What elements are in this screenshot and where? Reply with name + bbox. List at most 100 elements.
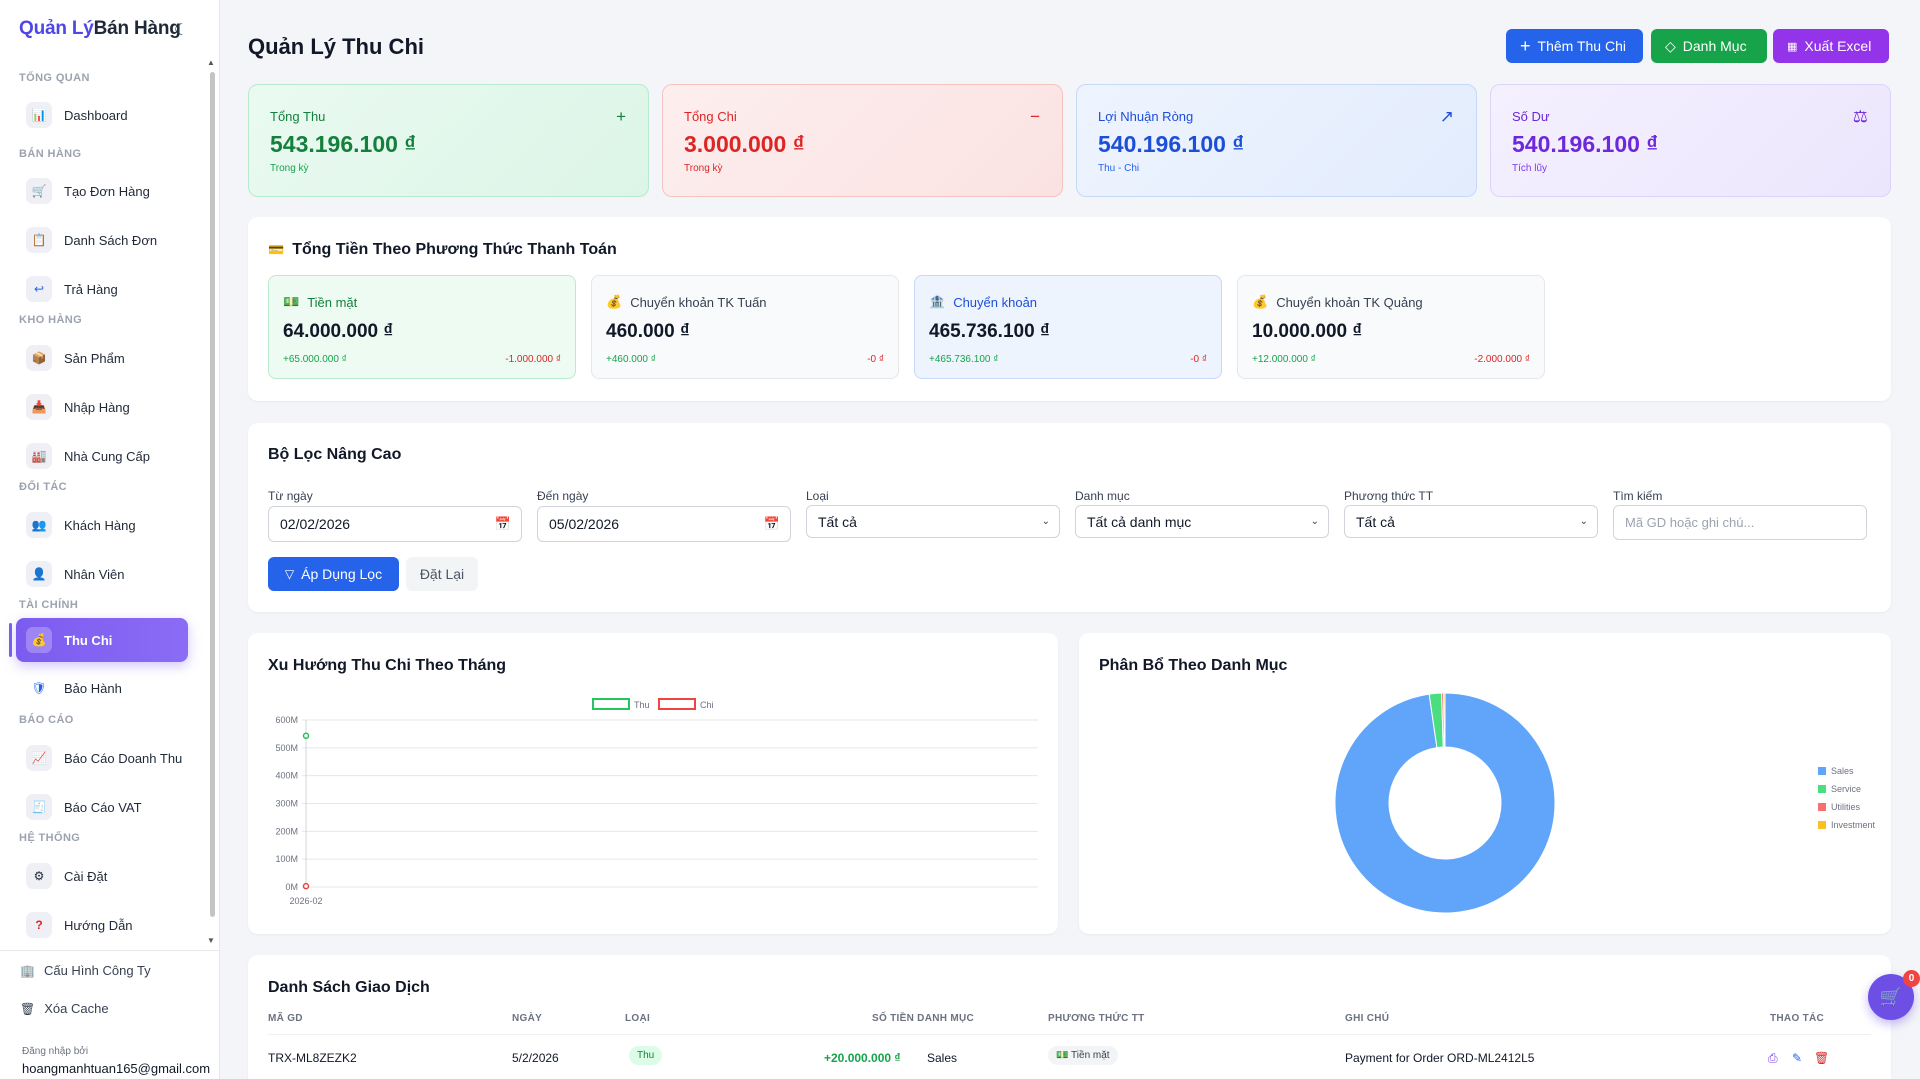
trash-icon: 🗑 [20,1001,36,1016]
legend-swatch [1818,785,1826,793]
y-tick-label: 600M [275,715,298,725]
customers-icon: 👥 [26,512,52,538]
sidebar-item-products[interactable]: 📦 Sản Phẩm [16,337,188,379]
pie-chart-title: Phân Bổ Theo Danh Mục [1099,657,1288,674]
product-icon: 📦 [26,345,52,371]
stat-card-total-income: Tổng Thu 543.196.100 ₫ Trong kỳ + [248,84,649,197]
sidebar-item-employees[interactable]: 👤 Nhân Viên [16,553,188,595]
cart-icon: 🛒 [26,178,52,204]
column-header-amount-category: Số Tiền Danh Mục [872,1013,975,1024]
stat-card-total-expense: Tổng Chi 3.000.000 ₫ Trong kỳ − [662,84,1063,197]
cart-icon: 🛒 [1879,986,1903,1007]
payment-method-card-cash: 💵 Tiền mặt 64.000.000 ₫ +65.000.000 ₫ -1.… [268,275,576,379]
scroll-down-arrow[interactable]: ▼ [207,936,215,945]
main-content: Quản Lý Thu Chi + Thêm Thu Chi ◇ Danh Mục … [220,0,1920,1079]
add-transaction-button[interactable]: + Thêm Thu Chi [1506,29,1643,63]
transactions-card: Danh Sách Giao Dịch Mã GD Ngày Loại Số T… [248,955,1891,1079]
payment-method-out: -0 ₫ [1190,354,1207,365]
line-chart-icon: 📈 [26,745,52,771]
legend-swatch [592,698,630,710]
filter-title: Bộ Lọc Nâng Cao [268,446,402,463]
sidebar-item-thu-chi[interactable]: 💰 Thu Chi [16,618,188,662]
sidebar-item-vat-report[interactable]: 🧾 Báo Cáo VAT [16,786,188,828]
credit-card-icon: 💳 [268,242,285,257]
section-tong-quan: Tổng Quan [19,72,90,84]
y-tick-label: 0M [285,882,298,892]
sidebar-item-dashboard[interactable]: 📊 Dashboard [16,94,188,136]
section-he-thong: Hệ Thống [19,832,81,844]
brand-part1: Quản Lý [19,18,94,39]
apply-filter-button[interactable]: ▽ Áp Dụng Lọc [268,557,399,591]
stat-sub: Trong kỳ [684,163,723,174]
sidebar-item-settings[interactable]: ⚙ Cài Đặt [16,855,188,897]
sidebar-item-label: Thu Chi [64,632,113,648]
column-header-type: Loại [625,1013,651,1024]
sidebar-menu: Tổng Quan 📊 Dashboard Bán Hàng 🛒 Tạo Đơn H… [0,58,220,948]
stat-label: Lợi Nhuận Ròng [1098,109,1194,124]
pie-slice [1443,692,1446,748]
payment-method-name: Chuyển khoản TK Quảng [1276,294,1423,310]
user-email: hoangmanhtuan165@gmail.com [22,1061,211,1076]
sidebar-item-create-order[interactable]: 🛒 Tạo Đơn Hàng [16,170,188,212]
calendar-icon[interactable]: 📅 [494,516,511,531]
scroll-up-arrow[interactable]: ▲ [207,58,215,67]
shield-icon: 🛡 [31,681,47,695]
edit-icon[interactable]: ✎ [1792,1051,1803,1065]
tag-icon: ◇ [1665,37,1676,54]
pie-slice [1334,692,1556,914]
company-config-link[interactable]: 🏢 Cấu Hình Công Ty [20,963,151,978]
filter-card: Bộ Lọc Nâng Cao Từ ngày 02/02/2026 📅 Đến … [248,423,1891,612]
chart-icon: 📊 [26,102,52,128]
type-label: Loại [806,489,829,503]
to-date-input[interactable]: 05/02/2026 📅 [537,506,791,542]
stat-sub: Trong kỳ [270,163,309,174]
stat-value: 540.196.100 ₫ [1098,131,1245,157]
sidebar-item-label: Nhân Viên [64,566,125,582]
from-date-value: 02/02/2026 [280,516,351,532]
from-date-input[interactable]: 02/02/2026 📅 [268,506,522,542]
transaction-date: 5/2/2026 [512,1051,559,1065]
transaction-note: Payment for Order ORD-ML2412L5 [1345,1051,1535,1065]
sidebar-item-customers[interactable]: 👥 Khách Hàng [16,504,188,546]
search-placeholder: Mã GD hoặc ghi chú... [1625,515,1755,530]
print-icon[interactable]: ⎙ [1768,1051,1778,1065]
category-button[interactable]: ◇ Danh Mục [1651,29,1767,63]
cash-icon: 💵 [283,294,300,309]
transaction-amount: +20.000.000 ₫ [824,1051,901,1065]
column-header-note: Ghi Chú [1345,1013,1390,1024]
calendar-icon[interactable]: 📅 [763,516,780,531]
sidebar-item-label: Báo Cáo VAT [64,799,142,815]
transaction-id: TRX-ML8ZEZK2 [268,1051,357,1065]
section-doi-tac: Đối Tác [19,481,68,493]
brand-logo[interactable]: Quản LýBán Hàng [19,18,181,40]
category-select[interactable]: Tất cả danh mục ⌄ [1075,505,1329,538]
sidebar-item-warranty[interactable]: 🛡 Bảo Hành [16,667,188,709]
filter-icon: ▽ [284,567,295,581]
clear-cache-link[interactable]: 🗑 Xóa Cache [20,1001,109,1016]
sidebar-item-suppliers[interactable]: 🏭 Nhà Cung Cấp [16,435,188,477]
legend-label: Sales [1831,766,1854,776]
type-badge: Thu [629,1046,663,1065]
sidebar-item-returns[interactable]: ↩ Trả Hàng [16,268,188,310]
payment-method-in: +460.000 ₫ [606,354,656,365]
moon-icon[interactable]: ☾ [174,22,189,39]
payment-methods-title: Tổng Tiền Theo Phương Thức Thanh Toán [292,241,617,258]
sidebar-scrollbar[interactable] [210,72,215,917]
legend-swatch [1818,767,1826,775]
sidebar-item-revenue-report[interactable]: 📈 Báo Cáo Doanh Thu [16,737,188,779]
sidebar-item-import[interactable]: 📥 Nhập Hàng [16,386,188,428]
delete-icon[interactable]: 🗑 [1814,1051,1830,1065]
payment-method-amount: 465.736.100 ₫ [929,321,1050,342]
payment-method-card-tk-quang: 💰 Chuyển khoản TK Quảng 10.000.000 ₫ +12.… [1237,275,1545,379]
sidebar-item-order-list[interactable]: 📋 Danh Sách Đơn [16,219,188,261]
category-filter-value: Tất cả danh mục [1087,513,1192,530]
type-select[interactable]: Tất cả ⌄ [806,505,1060,538]
sidebar-item-guide[interactable]: ? Hướng Dẫn [16,904,188,946]
method-select[interactable]: Tất cả ⌄ [1344,505,1598,538]
search-input[interactable]: Mã GD hoặc ghi chú... [1613,505,1867,540]
reset-filter-button[interactable]: Đặt Lại [406,557,478,591]
export-excel-button[interactable]: ▦ Xuất Excel [1773,29,1889,63]
active-indicator [9,623,12,657]
column-header-date: Ngày [512,1013,543,1024]
stat-label: Tổng Thu [270,109,326,124]
